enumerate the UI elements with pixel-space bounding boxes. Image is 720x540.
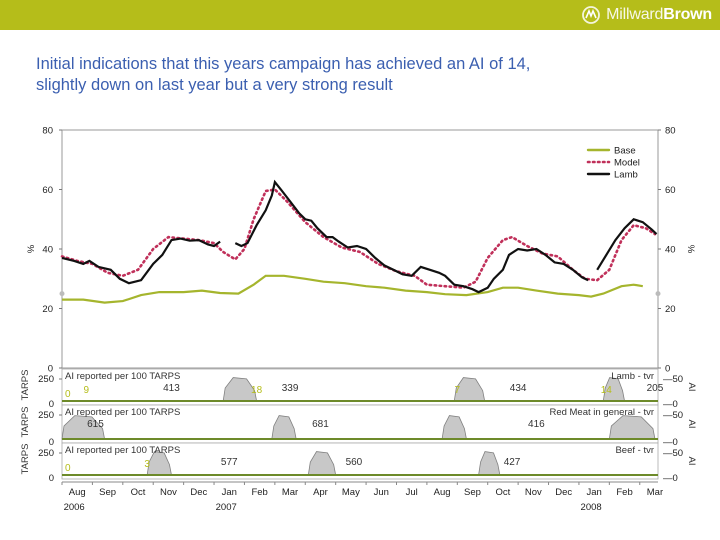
slide-title-line-1: Initial indications that this years camp… [36, 55, 531, 73]
millward-brown-logo: MillwardBrown [581, 4, 712, 26]
series-line-base [62, 274, 643, 304]
ai-start-value: 0 [65, 463, 71, 474]
tarps-total: 205 [647, 383, 664, 394]
slide-title: Initial indications that this years camp… [36, 54, 676, 96]
tarps-scale-top-label: 250 [38, 448, 54, 459]
ai-value: 3 [144, 459, 150, 470]
ai-scale-top-label: —50 [663, 374, 683, 385]
x-tick-label: Dec [555, 487, 572, 498]
tarps-product-label: Lamb - tvr [611, 371, 654, 382]
ai-scale-bottom-label: —0 [663, 473, 678, 484]
y-axis-label-left: % [26, 244, 37, 253]
tarps-total: 681 [312, 419, 329, 430]
series-line-lamb [234, 179, 589, 294]
x-tick-label: Sep [99, 487, 116, 498]
ai-reported-header: AI reported per 100 TARPS [65, 371, 180, 382]
y-tick-label-right: 60 [665, 185, 676, 196]
plot-frame [61, 129, 659, 369]
x-year-label: 2006 [64, 502, 85, 513]
tarps-axis-label: TARPS [20, 407, 31, 438]
ai-axis-label: AI [686, 383, 697, 392]
x-tick-label: Jan [222, 487, 237, 498]
y-tick-label-right: 0 [665, 364, 670, 375]
x-tick-label: Jun [374, 487, 389, 498]
tarps-scale-bottom-label: 0 [49, 473, 54, 484]
logo-mark-icon [582, 6, 601, 24]
tarps-panel-frame [61, 368, 659, 406]
x-tick-label: Nov [160, 487, 177, 498]
ai-reported-header: AI reported per 100 TARPS [65, 407, 180, 418]
y-tick-label-left: 40 [42, 245, 53, 256]
legend-label-lamb: Lamb [614, 170, 638, 181]
x-tick-label: May [342, 487, 360, 498]
x-tick-label: Jul [406, 487, 418, 498]
ai-value: 18 [251, 385, 263, 396]
tarps-scale-top-label: 250 [38, 374, 54, 385]
x-tick-label: Mar [282, 487, 298, 498]
ai-axis-label: AI [686, 457, 697, 466]
x-tick-label: Oct [131, 487, 146, 498]
tarps-panel-frame [61, 404, 659, 444]
tarps-total: 413 [163, 383, 180, 394]
left-end-marker [59, 291, 65, 297]
tarps-total: 577 [221, 457, 238, 468]
x-tick-label: Apr [313, 487, 328, 498]
slide-title-line-2: slightly down on last year but a very st… [36, 76, 393, 94]
tarps-total: 434 [510, 383, 527, 394]
x-tick-label: Aug [434, 487, 451, 498]
tarps-scale-top-label: 250 [38, 410, 54, 421]
ai-scale-top-label: —50 [663, 410, 683, 421]
legend-label-model: Model [614, 158, 640, 169]
ai-scale-top-label: —50 [663, 448, 683, 459]
series-line-model [60, 188, 657, 290]
ai-scale-bottom-label: —0 [663, 399, 678, 410]
logo-text-part1: Millward [606, 6, 664, 23]
x-tick-label: Jan [586, 487, 601, 498]
x-tick-label: Feb [251, 487, 267, 498]
y-tick-label-left: 0 [48, 364, 53, 375]
tarps-total: 339 [282, 383, 299, 394]
y-tick-label-left: 80 [42, 126, 53, 137]
tarps-total: 615 [87, 419, 104, 430]
tarps-product-label: Beef - tvr [615, 445, 654, 456]
tarps-axis-label: TARPS [20, 370, 31, 401]
tarps-scale-bottom-label: 0 [49, 399, 54, 410]
x-tick-label: Feb [616, 487, 632, 498]
x-tick-label: Sep [464, 487, 481, 498]
logo-text-part2: Brown [663, 6, 712, 23]
ai-start-value: 0 [65, 389, 71, 400]
ai-reported-header: AI reported per 100 TARPS [65, 445, 180, 456]
tarps-scale-bottom-label: 0 [49, 437, 54, 448]
y-tick-label-left: 20 [42, 304, 53, 315]
tarps-product-label: Red Meat in general - tvr [549, 407, 654, 418]
y-tick-label-right: 40 [665, 245, 676, 256]
x-tick-label: Mar [647, 487, 663, 498]
ai-axis-label: AI [686, 420, 697, 429]
tarps-total: 427 [504, 457, 521, 468]
tarps-total: 416 [528, 419, 545, 430]
series-line-lamb [61, 237, 221, 285]
ai-scale-bottom-label: —0 [663, 437, 678, 448]
y-tick-label-right: 20 [665, 304, 676, 315]
x-tick-label: Dec [190, 487, 207, 498]
ai-value: 9 [84, 385, 90, 396]
y-tick-label-right: 80 [665, 126, 676, 137]
ai-value: 7 [455, 385, 461, 396]
y-axis-label-right: % [685, 245, 696, 254]
x-tick-label: Nov [525, 487, 542, 498]
x-tick-label: Aug [69, 487, 86, 498]
series-line-lamb [596, 218, 658, 271]
x-year-label: 2007 [216, 502, 237, 513]
x-year-label: 2008 [581, 502, 602, 513]
right-end-marker [655, 291, 661, 297]
legend-label-base: Base [614, 146, 636, 157]
ai-value: 14 [601, 385, 613, 396]
tarps-total: 560 [346, 457, 363, 468]
x-tick-label: Oct [496, 487, 511, 498]
tarps-axis-label: TARPS [20, 444, 31, 475]
y-tick-label-left: 60 [42, 185, 53, 196]
